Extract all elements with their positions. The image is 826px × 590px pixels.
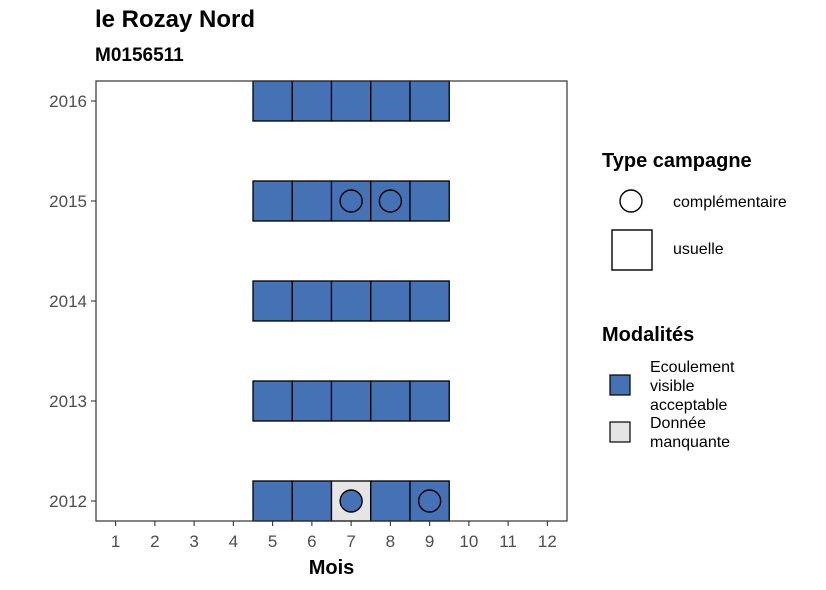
- legend-fill-manquante-swatch: [609, 421, 631, 443]
- legend-title-modalites: Modalités: [602, 324, 695, 346]
- legend-title-type-campagne: Type campagne: [602, 150, 752, 172]
- tile-2016-7: [330, 80, 372, 122]
- tile-2016-8: [370, 80, 411, 122]
- legend-label-line: Donnée: [650, 415, 707, 432]
- tile-2012-8: [370, 480, 411, 522]
- tile-2016-9: [409, 80, 450, 122]
- tile-2013-5: [252, 380, 293, 422]
- tile-2013-8: [370, 380, 411, 422]
- tile-2013-6: [291, 380, 333, 422]
- x-tick-label: 11: [499, 532, 517, 551]
- x-tick-label: 6: [307, 532, 316, 551]
- y-tick-label: 2014: [49, 292, 87, 311]
- x-tick-label: 2: [150, 532, 159, 551]
- chart-subtitle: M0156511: [95, 45, 184, 66]
- tile-2012-5: [252, 480, 293, 522]
- tile-2016-6: [291, 80, 333, 122]
- tile-2014-7: [330, 280, 372, 322]
- point-2015-8: [378, 189, 403, 213]
- point-2015-7: [339, 189, 363, 213]
- legend-label-manquante: Donnée manquante: [650, 414, 730, 452]
- tile-2014-9: [409, 280, 450, 322]
- x-tick-label: 9: [425, 532, 434, 551]
- tile-2012-6: [291, 480, 333, 522]
- x-tick-label: 5: [268, 532, 277, 551]
- y-tick-label: 2013: [49, 392, 87, 411]
- legend-fill-keys: [609, 374, 631, 443]
- tile-2014-5: [252, 280, 293, 322]
- y-tick-label: 2012: [49, 492, 87, 511]
- tile-2014-8: [370, 280, 411, 322]
- legend-label-usuelle: usuelle: [673, 241, 724, 258]
- y-tick-label: 2016: [49, 92, 87, 111]
- point-2012-7: [339, 489, 363, 513]
- x-tick-label: 7: [346, 532, 355, 551]
- legend-label-complementaire: complémentaire: [673, 194, 787, 211]
- x-tick-label: 4: [229, 532, 238, 551]
- x-tick-label: 1: [111, 532, 120, 551]
- x-tick-label: 12: [538, 532, 557, 551]
- tile-2015-6: [291, 180, 333, 222]
- legend-label-line: visible: [650, 378, 695, 395]
- tile-2013-7: [330, 380, 372, 422]
- legend-label-ecoulement: Ecoulement visible acceptable: [650, 358, 735, 415]
- legend-circle-icon: [619, 189, 643, 213]
- legend-label-line: Ecoulement: [650, 359, 735, 376]
- legend-label-line: manquante: [650, 434, 731, 451]
- legend-square-icon: [611, 229, 653, 271]
- x-tick-label: 3: [189, 532, 198, 551]
- legend-fill-ecoulement-swatch: [609, 374, 631, 396]
- x-tick-label: 10: [459, 532, 478, 551]
- tile-2016-5: [252, 80, 293, 122]
- tile-2014-6: [291, 280, 333, 322]
- legend-label-line: acceptable: [650, 397, 728, 414]
- y-tick-label: 2015: [49, 192, 87, 211]
- chart-title: le Rozay Nord: [95, 6, 256, 33]
- point-2012-9: [417, 489, 442, 513]
- x-axis-title: Mois: [309, 557, 355, 579]
- x-tick-label: 8: [386, 532, 395, 551]
- legend-shape-keys: [611, 189, 653, 271]
- tile-2015-5: [252, 180, 293, 222]
- tile-2015-9: [409, 180, 450, 222]
- tile-2013-9: [409, 380, 450, 422]
